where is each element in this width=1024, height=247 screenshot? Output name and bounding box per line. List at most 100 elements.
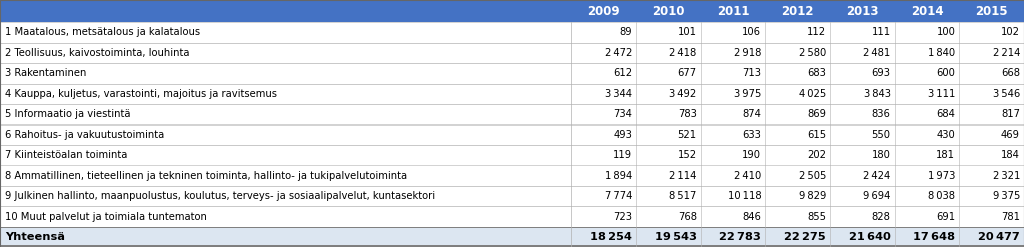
Text: 111: 111: [871, 27, 891, 37]
Bar: [0, 165, 1024, 186]
Text: 846: 846: [742, 212, 762, 222]
Text: 550: 550: [871, 130, 891, 140]
Text: 5 Informaatio ja viestintä: 5 Informaatio ja viestintä: [5, 109, 130, 119]
Text: 1 Maatalous, metsätalous ja kalatalous: 1 Maatalous, metsätalous ja kalatalous: [5, 27, 200, 37]
Text: 2 481: 2 481: [863, 48, 891, 58]
Text: 2 580: 2 580: [799, 48, 826, 58]
Text: 430: 430: [937, 130, 955, 140]
Text: 683: 683: [807, 68, 826, 78]
Text: 2 424: 2 424: [863, 171, 891, 181]
Text: 684: 684: [937, 109, 955, 119]
Text: 9 Julkinen hallinto, maanpuolustus, koulutus, terveys- ja sosiaalipalvelut, kunt: 9 Julkinen hallinto, maanpuolustus, koul…: [5, 191, 435, 201]
Text: 7 Kiinteistöalan toiminta: 7 Kiinteistöalan toiminta: [5, 150, 127, 160]
Text: 677: 677: [678, 68, 696, 78]
Text: 4 025: 4 025: [799, 89, 826, 99]
Bar: [0, 206, 1024, 227]
Text: 101: 101: [678, 27, 696, 37]
Text: 100: 100: [937, 27, 955, 37]
Text: 181: 181: [936, 150, 955, 160]
Bar: [0, 145, 1024, 165]
Text: 691: 691: [936, 212, 955, 222]
Text: 734: 734: [613, 109, 632, 119]
Text: 2013: 2013: [846, 4, 879, 18]
Text: Yhteensä: Yhteensä: [5, 232, 65, 242]
Bar: [0, 246, 1024, 247]
Text: 723: 723: [613, 212, 632, 222]
Text: 190: 190: [742, 150, 762, 160]
Text: 2 505: 2 505: [799, 171, 826, 181]
Text: 22 275: 22 275: [784, 232, 826, 242]
Text: 2 418: 2 418: [670, 48, 696, 58]
Text: 3 Rakentaminen: 3 Rakentaminen: [5, 68, 86, 78]
Text: 8 517: 8 517: [670, 191, 696, 201]
Text: 152: 152: [678, 150, 696, 160]
Text: 783: 783: [678, 109, 696, 119]
Text: 10 Muut palvelut ja toimiala tuntematon: 10 Muut palvelut ja toimiala tuntematon: [5, 212, 207, 222]
Text: 2 214: 2 214: [992, 48, 1020, 58]
Bar: [0, 83, 1024, 104]
Text: 615: 615: [807, 130, 826, 140]
Text: 2010: 2010: [652, 4, 685, 18]
Text: 713: 713: [742, 68, 762, 78]
Text: 600: 600: [937, 68, 955, 78]
Text: 10 118: 10 118: [728, 191, 762, 201]
Text: 2 472: 2 472: [605, 48, 632, 58]
Text: 9 375: 9 375: [992, 191, 1020, 201]
Text: 89: 89: [620, 27, 632, 37]
Text: 17 648: 17 648: [913, 232, 955, 242]
Text: 3 546: 3 546: [992, 89, 1020, 99]
Text: 2 321: 2 321: [992, 171, 1020, 181]
Text: 828: 828: [871, 212, 891, 222]
Text: 521: 521: [678, 130, 696, 140]
Text: 2015: 2015: [975, 4, 1008, 18]
Text: 21 640: 21 640: [849, 232, 891, 242]
Bar: [0, 186, 1024, 206]
Text: 8 038: 8 038: [929, 191, 955, 201]
Text: 119: 119: [613, 150, 632, 160]
Bar: [0, 42, 1024, 63]
Text: 1 894: 1 894: [605, 171, 632, 181]
Text: 874: 874: [742, 109, 762, 119]
Text: 102: 102: [1001, 27, 1020, 37]
Text: 493: 493: [613, 130, 632, 140]
Bar: [0, 22, 1024, 42]
Text: 633: 633: [742, 130, 762, 140]
Text: 2 410: 2 410: [734, 171, 762, 181]
Text: 3 111: 3 111: [928, 89, 955, 99]
Text: 20 477: 20 477: [978, 232, 1020, 242]
Text: 3 344: 3 344: [605, 89, 632, 99]
Text: 106: 106: [742, 27, 762, 37]
Text: 693: 693: [871, 68, 891, 78]
Text: 2014: 2014: [910, 4, 943, 18]
Text: 2 918: 2 918: [734, 48, 762, 58]
Text: 3 492: 3 492: [670, 89, 696, 99]
Text: 855: 855: [807, 212, 826, 222]
Text: 3 843: 3 843: [863, 89, 891, 99]
Text: 4 Kauppa, kuljetus, varastointi, majoitus ja ravitsemus: 4 Kauppa, kuljetus, varastointi, majoitu…: [5, 89, 278, 99]
Text: 668: 668: [1001, 68, 1020, 78]
Bar: [0, 227, 1024, 247]
Text: 180: 180: [871, 150, 891, 160]
Text: 112: 112: [807, 27, 826, 37]
Text: 22 783: 22 783: [720, 232, 762, 242]
Text: 817: 817: [1001, 109, 1020, 119]
Text: 2011: 2011: [717, 4, 750, 18]
Bar: [0, 104, 1024, 124]
Bar: [0, 124, 1024, 145]
Text: 9 694: 9 694: [863, 191, 891, 201]
Text: 469: 469: [1001, 130, 1020, 140]
Text: 2 114: 2 114: [670, 171, 696, 181]
Text: 3 975: 3 975: [734, 89, 762, 99]
Text: 9 829: 9 829: [799, 191, 826, 201]
Text: 8 Ammatillinen, tieteellinen ja tekninen toiminta, hallinto- ja tukipalvelutoimi: 8 Ammatillinen, tieteellinen ja tekninen…: [5, 171, 408, 181]
Text: 19 543: 19 543: [654, 232, 696, 242]
Text: 869: 869: [807, 109, 826, 119]
Text: 184: 184: [1001, 150, 1020, 160]
Text: 1 840: 1 840: [928, 48, 955, 58]
Bar: [0, 0, 1024, 22]
Text: 2012: 2012: [781, 4, 814, 18]
Text: 781: 781: [1001, 212, 1020, 222]
Bar: [0, 63, 1024, 83]
Text: 612: 612: [613, 68, 632, 78]
Bar: [0, 227, 1024, 228]
